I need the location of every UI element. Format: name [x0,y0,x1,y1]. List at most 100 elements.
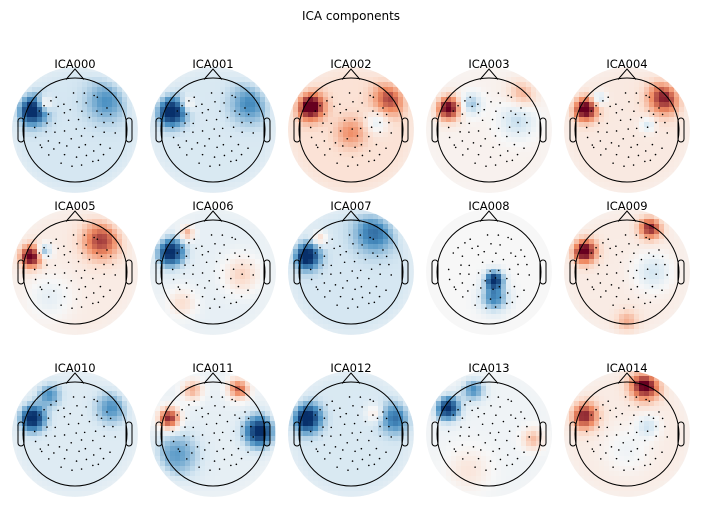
sensor-dot [83,431,86,434]
left-ear-outline [17,259,25,285]
sensor-dot [339,457,342,460]
left-ear-outline [431,421,439,447]
sensor-dot [171,268,174,271]
right-ear-outline [677,117,685,143]
sensor-dot [99,447,102,450]
sensor-dot [459,131,461,133]
sensor-dot [216,450,218,453]
sensor-dot [85,154,88,157]
sensor-dot [514,417,517,420]
sensor-dot [347,165,349,167]
sensor-dot [506,454,509,456]
sensor-dot [499,244,501,246]
nose-outline [479,210,499,222]
sensor-dot [71,469,73,471]
sensor-dot [489,432,492,434]
sensor-dot [372,110,374,112]
sensor-dot [63,415,66,418]
sensor-dot [640,258,643,261]
sensor-dot [457,104,459,107]
sensor-dot [309,430,312,433]
sensor-dot [93,398,95,401]
sensor-dot [494,164,497,166]
sensor-dot [66,287,68,289]
sensor-dot [192,131,194,133]
sensor-dot [610,284,613,286]
sensor-dot [247,451,249,454]
sensor-dot [489,270,492,272]
sensor-dot [343,119,346,122]
sensor-dot [47,140,50,142]
sensor-dot [655,121,657,124]
sensor-dot [43,246,45,249]
sensor-dot [586,136,589,139]
sensor-dot [464,404,466,406]
sensor-dot [46,122,48,124]
head-outline [160,219,266,325]
sensor-dot [329,290,331,292]
sensor-dot [84,285,87,288]
sensor-dot [517,263,519,266]
sensor-dot [606,264,609,267]
sensor-dot [652,113,655,116]
sensor-dot [492,146,494,149]
sensor-dot [585,268,588,271]
sensor-dot [231,236,233,239]
sensor-dot [76,404,78,407]
sensor-dot [185,296,188,298]
sensor-dot [234,110,236,112]
sensor-dot [215,422,218,425]
sensor-dot [188,100,190,102]
sensor-dot [103,121,105,124]
sensor-dot [648,96,651,98]
sensor-dot [72,234,75,236]
sensor-dot [369,236,371,239]
sensor-dot [632,164,635,166]
sensor-dot [602,242,604,244]
nose-outline [203,372,223,384]
sensor-dot [481,423,484,426]
sensor-dot [348,396,351,398]
sensor-dot [339,130,342,132]
sensor-dot [346,137,349,140]
sensor-dot [354,146,356,149]
sensor-dot [342,449,344,451]
sensor-dot [47,296,50,298]
sensor-dot [63,295,66,298]
sensor-dot [96,252,98,254]
sensor-dot [361,244,363,246]
sensor-dot [595,246,597,249]
sensor-dot [196,142,199,144]
sensor-dot [651,143,654,146]
sensor-dot [645,398,647,401]
nose-outline [341,372,361,384]
sensor-dot [612,466,614,468]
sensor-dot [636,285,639,288]
sensor-dot [45,131,47,133]
sensor-dot [599,444,602,446]
sensor-dot [523,113,526,116]
sensor-dot [72,92,75,94]
sensor-dot [240,153,243,156]
sensor-dot [345,250,348,253]
sensor-dot [390,132,393,134]
sensor-dot [218,439,221,441]
sensor-dot [477,272,480,274]
sensor-dot [622,137,625,140]
sensor-dot [184,122,186,124]
sensor-dot [176,414,179,416]
sensor-dot [241,273,243,276]
sensor-dot [214,404,216,407]
sensor-dot [506,292,509,294]
sensor-dot [103,425,105,428]
sensor-dot [80,306,83,308]
sensor-dot [60,466,62,468]
sensor-dot [628,242,630,245]
sensor-dot [232,126,235,129]
sensor-dot [80,164,83,166]
sensor-dot [178,146,181,149]
sensor-dot [50,100,52,102]
sensor-dot [368,135,370,138]
sensor-dot [486,234,489,236]
sensor-dot [63,407,65,410]
